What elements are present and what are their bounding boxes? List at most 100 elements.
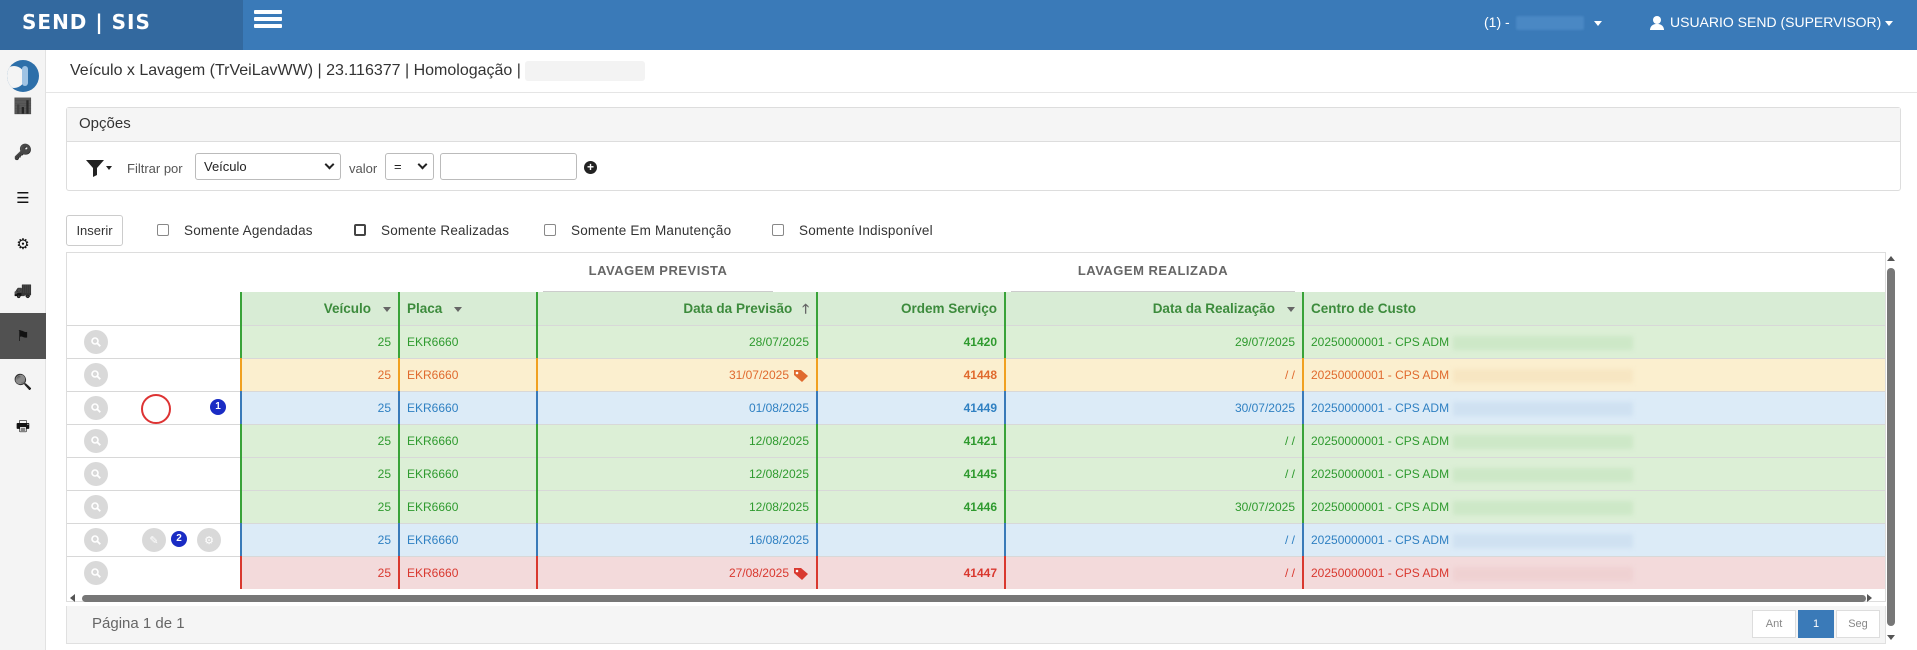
group-header-planned-text: LAVAGEM PREVISTA	[588, 263, 728, 278]
column-header-plate[interactable]: Placa	[399, 292, 537, 325]
table-row[interactable]: 25 EKR6660 27/08/2025 41447 / / 20250000001 -…	[67, 556, 1885, 590]
filter-value-input[interactable]	[440, 153, 577, 180]
column-separator	[1302, 391, 1304, 424]
column-separator	[1004, 358, 1006, 391]
group-header-planned: LAVAGEM PREVISTA	[543, 253, 773, 292]
checkbox-box[interactable]	[354, 224, 366, 236]
column-header-cost-center[interactable]: Centro de Custo	[1311, 301, 1417, 316]
cell-service-order: 41445	[817, 458, 1005, 490]
filter-field-select[interactable]: Veículo	[195, 153, 341, 180]
column-separator	[1302, 490, 1304, 523]
chevron-down-icon	[1593, 20, 1602, 26]
print-icon[interactable]: 🖶	[15, 417, 31, 435]
row-actions	[67, 326, 241, 359]
checkbox-label: Somente Realizadas	[381, 222, 510, 238]
column-header-vehicle[interactable]: Veículo	[241, 292, 399, 325]
key-icon[interactable]: 🔑	[13, 144, 33, 161]
checkbox-box[interactable]	[544, 224, 556, 236]
gears-icon[interactable]: ⚙	[16, 236, 30, 253]
column-separator	[536, 490, 538, 523]
checkbox-label: Somente Indisponível	[799, 222, 933, 238]
table-row[interactable]: 1 25 EKR6660 01/08/2025 41449 30/07/2025 20250…	[67, 391, 1885, 425]
horizontal-scrollbar[interactable]	[66, 594, 1872, 602]
search-icon[interactable]: 🔍	[13, 374, 33, 391]
cell-vehicle: 25	[241, 392, 399, 424]
page-title-text: Veículo x Lavagem (TrVeiLavWW) | 23.1163…	[70, 62, 521, 80]
column-header-planned-date[interactable]: Data da Previsão 🡑	[537, 292, 817, 325]
checkbox-somente-indispon-vel[interactable]: Somente Indisponível	[772, 220, 933, 240]
cell-planned-date: 28/07/2025	[537, 326, 817, 358]
view-search-icon[interactable]	[84, 462, 108, 486]
company-logo[interactable]	[7, 60, 39, 92]
table-row[interactable]: 25 EKR6660 12/08/2025 41445 / / 20250000001 -…	[67, 457, 1885, 491]
view-search-icon[interactable]	[84, 528, 108, 552]
column-header-row: Veículo Placa Data da Previsão 🡑 Ordem Se…	[67, 292, 1885, 325]
edit-pencil-icon[interactable]: ✎	[142, 528, 166, 552]
column-separator	[398, 358, 400, 391]
next-page-button[interactable]: Seg	[1836, 610, 1880, 638]
cell-text: EKR6660	[407, 566, 459, 580]
flag-hand-icon[interactable]: ⚑	[0, 313, 46, 359]
view-search-icon[interactable]	[84, 330, 108, 354]
view-search-icon[interactable]	[84, 396, 108, 420]
cell-text: 30/07/2025	[1234, 401, 1295, 415]
brand-logo-text[interactable]: SEND | SIS	[0, 0, 243, 50]
view-search-icon[interactable]	[84, 363, 108, 387]
prev-page-button[interactable]: Ant	[1752, 610, 1796, 638]
cell-text: 25	[377, 335, 391, 349]
cell-text: 20250000001 - CPS ADM	[1311, 467, 1450, 481]
table-row[interactable]: 25 EKR6660 12/08/2025 41421 / / 20250000001 -…	[67, 424, 1885, 458]
cell-planned-date: 16/08/2025	[537, 524, 817, 556]
checkbox-box[interactable]	[157, 224, 169, 236]
cell-service-order	[817, 524, 1005, 556]
cell-text: 20250000001 - CPS ADM	[1311, 533, 1450, 547]
cell-done-date: 30/07/2025	[1005, 491, 1303, 523]
value-label: valor	[349, 161, 378, 176]
cell-cost-center: 20250000001 - CPS ADM	[1303, 392, 1885, 424]
options-heading: Opções	[67, 108, 1900, 142]
column-header-done-date[interactable]: Data da Realização	[1005, 292, 1303, 325]
page-1-button[interactable]: 1	[1798, 610, 1834, 638]
view-search-icon[interactable]	[84, 495, 108, 519]
view-search-icon[interactable]	[84, 429, 108, 453]
column-header-service-order[interactable]: Ordem Serviço	[900, 301, 997, 316]
table-row[interactable]: 25 EKR6660 28/07/2025 41420 29/07/2025 202500…	[67, 325, 1885, 359]
add-filter-plus-icon[interactable]: +	[584, 161, 597, 174]
filter-field-value: Veículo	[204, 159, 247, 174]
column-separator	[816, 490, 818, 523]
cell-plate: EKR6660	[399, 392, 537, 424]
filter-icon[interactable]	[85, 159, 113, 177]
checkbox-somente-agendadas[interactable]: Somente Agendadas	[157, 220, 313, 240]
column-separator	[536, 292, 538, 325]
highlighted-action-button[interactable]	[141, 394, 171, 424]
checkbox-somente-em-manuten-o[interactable]: Somente Em Manutenção	[544, 220, 731, 240]
column-separator	[398, 391, 400, 424]
view-search-icon[interactable]	[84, 561, 108, 585]
sidebar: 📊 🔑 ☰ ⚙ 🚚 ⚑ 🔍 🖶	[0, 50, 46, 650]
operator-select[interactable]: =	[385, 153, 434, 180]
bar-chart-icon[interactable]: 📊	[13, 98, 33, 115]
cell-vehicle: 25	[241, 458, 399, 490]
cell-text: / /	[1284, 533, 1295, 547]
cell-done-date: / /	[1005, 425, 1303, 457]
cell-text: 41447	[963, 566, 997, 580]
table-row[interactable]: ✎ 2 ⚙ 25 EKR6660 16/08/2025 / / 20250000001 - C…	[67, 523, 1885, 557]
checkbox-somente-realizadas[interactable]: Somente Realizadas	[354, 220, 509, 240]
cell-text: 12/08/2025	[748, 467, 809, 481]
table-row[interactable]: 25 EKR6660 12/08/2025 41446 30/07/2025 202500…	[67, 490, 1885, 524]
list-icon[interactable]: ☰	[16, 190, 30, 207]
table-row[interactable]: 25 EKR6660 31/07/2025 41448 / / 20250000001 -…	[67, 358, 1885, 392]
cell-text: 16/08/2025	[748, 533, 809, 547]
insert-button[interactable]: Inserir	[66, 215, 123, 246]
user-menu[interactable]: USUARIO SEND (SUPERVISOR)	[1650, 0, 1894, 50]
truck-icon[interactable]: 🚚	[13, 282, 33, 299]
hamburger-menu-icon[interactable]	[254, 10, 282, 32]
chevron-down-icon	[1885, 20, 1894, 26]
cell-service-order: 41449	[817, 392, 1005, 424]
gear-icon[interactable]: ⚙	[197, 528, 221, 552]
vertical-scrollbar[interactable]	[1886, 256, 1896, 640]
column-separator	[398, 490, 400, 523]
checkbox-box[interactable]	[772, 224, 784, 236]
company-selector[interactable]: (1) -	[1484, 0, 1602, 50]
row-actions	[67, 359, 241, 392]
